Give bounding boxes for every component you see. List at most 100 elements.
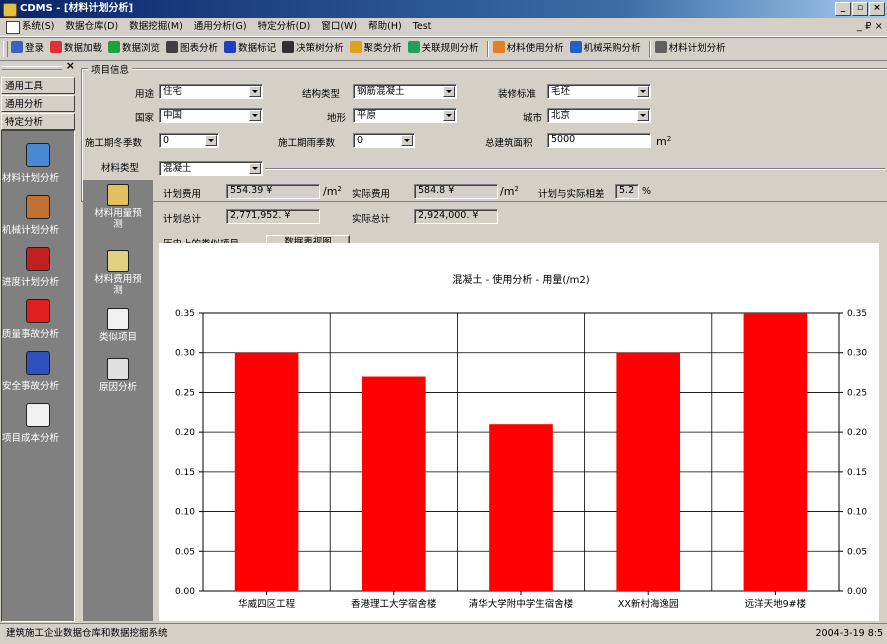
material-type-label: 材料类型: [101, 163, 140, 174]
toolbar: 登录 数据加载 数据浏览 图表分析 数据标记 决策树分析 聚类分析 关联规则分析 材料使用分析 机…: [0, 37, 887, 61]
similar-project-icon: [107, 308, 129, 330]
maximize-button[interactable]: ▫: [852, 2, 868, 16]
x-tick-label: XX新村海逸园: [618, 598, 679, 610]
winter-select[interactable]: 0: [159, 133, 219, 148]
project-cost-icon: [26, 403, 50, 427]
actual-total-field: 2,924,000. ¥: [414, 209, 498, 224]
city-select[interactable]: 北京: [547, 108, 651, 123]
menu-item-3[interactable]: 通用分析(G): [193, 21, 247, 32]
usage-chart: 混凝土 - 使用分析 - 用量(/m2) 0.00 0.00 0.05 0.05 0.10…: [159, 243, 879, 621]
toolbar-button-6[interactable]: 聚类分析: [349, 38, 402, 60]
marker-icon: [224, 41, 237, 53]
menu-item-2[interactable]: 数据挖掘(M): [129, 21, 183, 32]
terrain-select[interactable]: 平原: [353, 108, 457, 123]
x-tick-label: 华威四区工程: [238, 598, 296, 610]
material-type-select[interactable]: 混凝土: [159, 161, 263, 176]
panel-tab-general[interactable]: 通用分析: [1, 95, 75, 112]
chevron-down-icon[interactable]: [401, 135, 413, 146]
nav-item-1[interactable]: 机械计划分析: [2, 195, 74, 236]
app-icon: [3, 3, 17, 17]
quality-accident-icon: [26, 299, 50, 323]
nav-item-3[interactable]: 质量事故分析: [2, 299, 74, 340]
chevron-down-icon[interactable]: [443, 86, 455, 97]
close-button[interactable]: ×: [869, 2, 885, 16]
title-bar: CDMS - [材料计划分析] _ ▫ ×: [0, 0, 887, 18]
nav-item-5[interactable]: 项目成本分析: [2, 403, 74, 444]
subnav-item-0[interactable]: 材料用量预测: [83, 184, 153, 230]
actual-cost-label: 实际费用: [352, 189, 391, 200]
y-tick-label: 0.15: [175, 468, 195, 478]
toolbar-button-4[interactable]: 数据标记: [224, 38, 276, 60]
subnav-item-1[interactable]: 材料费用预测: [83, 250, 153, 296]
y-tick-label-right: 0.20: [847, 428, 867, 438]
menu-item-5[interactable]: 窗口(W): [321, 21, 358, 32]
nav-item-label: 进度计划分析: [2, 277, 60, 288]
chevron-down-icon[interactable]: [249, 86, 261, 97]
toolbar-label: 图表分析: [180, 43, 219, 54]
sub-nav: 材料用量预测 材料费用预测类似项目原因分析: [83, 180, 153, 621]
toolbar-button-7[interactable]: 关联规则分析: [407, 38, 479, 60]
chevron-down-icon[interactable]: [637, 110, 649, 121]
cost-forecast-icon: [107, 250, 129, 272]
toolbar-label: 关联规则分析: [421, 43, 479, 54]
menu-item-0[interactable]: 系统(S): [22, 21, 55, 32]
structure-select[interactable]: 钢筋混凝土: [353, 84, 457, 99]
mdi-window-icon[interactable]: [6, 21, 20, 34]
chevron-down-icon[interactable]: [249, 110, 261, 121]
toolbar-label: 登录: [25, 43, 45, 54]
toolbar-button-9[interactable]: 机械采购分析: [569, 38, 641, 60]
usage-select[interactable]: 住宅: [159, 84, 263, 99]
toolbar-label: 数据浏览: [122, 43, 161, 54]
toolbar-label: 数据标记: [238, 43, 277, 54]
menu-item-7[interactable]: Test: [412, 21, 432, 32]
toolbar-button-8[interactable]: 材料使用分析: [492, 38, 564, 60]
toolbar-label: 材料计划分析: [668, 43, 726, 54]
actual-cost-unit: /m2: [500, 185, 519, 198]
schedule-plan-icon: [26, 247, 50, 271]
actual-total-label: 实际总计: [352, 214, 391, 225]
toolbar-button-1[interactable]: 数据加载: [50, 38, 102, 60]
toolbar-button-10[interactable]: 材料计划分析: [654, 38, 726, 60]
decoration-select[interactable]: 毛坯: [547, 84, 651, 99]
machine-icon: [569, 41, 582, 53]
chevron-down-icon[interactable]: [249, 163, 261, 174]
nav-item-0[interactable]: 材料计划分析: [2, 143, 74, 184]
panel-tab-tools[interactable]: 通用工具: [1, 77, 75, 94]
menu-item-6[interactable]: 帮助(H): [368, 21, 402, 32]
chart-title: 混凝土 - 使用分析 - 用量(/m2): [452, 273, 589, 286]
y-tick-label: 0.30: [175, 349, 195, 359]
toolbar-button-5[interactable]: 决策树分析: [282, 38, 344, 60]
bar: [743, 313, 808, 591]
close-panel-icon[interactable]: ×: [65, 59, 75, 72]
diff-unit: %: [642, 186, 652, 197]
minimize-button[interactable]: _: [835, 2, 851, 16]
toolbar-button-3[interactable]: 图表分析: [166, 38, 218, 60]
y-tick-label-right: 0.05: [847, 547, 867, 557]
toolbar-button-2[interactable]: 数据浏览: [108, 38, 160, 60]
menu-item-1[interactable]: 数据仓库(D): [65, 21, 119, 32]
panel-tab-specific[interactable]: 特定分析: [1, 113, 75, 130]
y-tick-label-right: 0.10: [847, 508, 867, 518]
area-input[interactable]: 5000: [547, 133, 651, 148]
toolbar-label: 材料使用分析: [506, 43, 564, 54]
country-select[interactable]: 中国: [159, 108, 263, 123]
subnav-item-2[interactable]: 类似项目: [83, 308, 153, 343]
chevron-down-icon[interactable]: [637, 86, 649, 97]
nav-item-4[interactable]: 安全事故分析: [2, 351, 74, 392]
panel-header: ×: [0, 59, 77, 73]
data-load-icon: [50, 41, 63, 53]
toolbar-label: 机械采购分析: [583, 43, 641, 54]
chevron-down-icon[interactable]: [443, 110, 455, 121]
subnav-item-3[interactable]: 原因分析: [83, 358, 153, 393]
window-title: CDMS - [材料计划分析]: [20, 3, 134, 14]
rain-select[interactable]: 0: [353, 133, 415, 148]
plan-icon: [654, 41, 667, 53]
nav-item-2[interactable]: 进度计划分析: [2, 247, 74, 288]
menu-item-4[interactable]: 特定分析(D): [257, 21, 311, 32]
safety-accident-icon: [26, 351, 50, 375]
mdi-controls[interactable]: _ ₽ ×: [856, 21, 883, 32]
plan-total-field: 2,771,952. ¥: [226, 209, 320, 224]
chevron-down-icon[interactable]: [205, 135, 217, 146]
separator: [265, 168, 885, 170]
toolbar-button-0[interactable]: 登录: [11, 38, 44, 60]
